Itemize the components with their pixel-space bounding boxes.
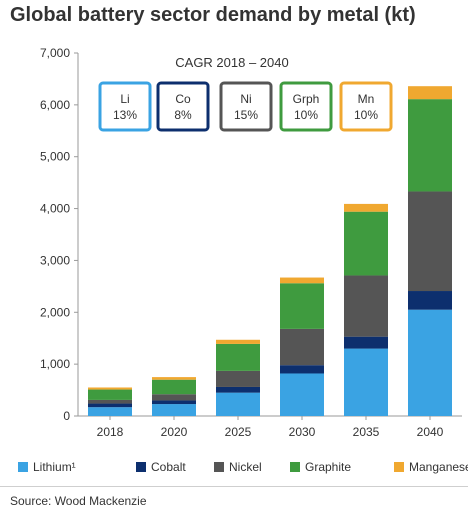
y-tick-label: 3,000 xyxy=(40,253,70,267)
bar-segment-lithium-2020 xyxy=(152,404,196,416)
y-tick-label: 2,000 xyxy=(40,305,70,319)
legend-label: Manganese xyxy=(409,460,468,474)
footer-divider xyxy=(0,486,468,487)
cagr-symbol: Grph xyxy=(293,92,320,106)
cagr-symbol: Li xyxy=(120,92,129,106)
bar-segment-cobalt-2035 xyxy=(344,336,388,349)
bar-segment-cobalt-2040 xyxy=(408,291,452,310)
bar-segment-nickel-2018 xyxy=(88,399,132,404)
bar-segment-nickel-2030 xyxy=(280,328,324,366)
bar-segment-manganese-2030 xyxy=(280,277,324,284)
y-tick-label: 7,000 xyxy=(40,46,70,60)
cagr-symbol: Ni xyxy=(240,92,251,106)
bar-segment-lithium-2035 xyxy=(344,348,388,416)
x-tick-label: 2030 xyxy=(289,425,316,439)
cagr-value: 8% xyxy=(174,108,192,122)
bar-segment-lithium-2040 xyxy=(408,309,452,416)
bar-segment-graphite-2030 xyxy=(280,283,324,329)
bar-segment-nickel-2025 xyxy=(216,370,260,387)
bar-segment-manganese-2035 xyxy=(344,203,388,212)
legend-swatch xyxy=(290,462,300,472)
legend-swatch xyxy=(394,462,404,472)
cagr-box-ni xyxy=(219,81,273,132)
bar-segment-cobalt-2025 xyxy=(216,386,260,393)
legend-swatch xyxy=(214,462,224,472)
legend-item: Graphite xyxy=(290,460,351,474)
cagr-value: 10% xyxy=(354,108,378,122)
source-note: Source: Wood Mackenzie xyxy=(10,494,147,508)
bar-segment-cobalt-2018 xyxy=(88,403,132,408)
bar-segment-manganese-2040 xyxy=(408,86,452,100)
cagr-box-mn xyxy=(339,81,393,132)
legend-label: Nickel xyxy=(229,460,262,474)
bar-segment-graphite-2018 xyxy=(88,389,132,400)
legend-swatch xyxy=(18,462,28,472)
legend-swatch xyxy=(136,462,146,472)
x-tick-label: 2040 xyxy=(417,425,444,439)
cagr-box-li xyxy=(98,81,152,132)
cagr-value: 15% xyxy=(234,108,258,122)
legend-item: Nickel xyxy=(214,460,262,474)
bar-segment-cobalt-2030 xyxy=(280,365,324,374)
bar-segment-nickel-2040 xyxy=(408,191,452,292)
x-tick-label: 2035 xyxy=(353,425,380,439)
cagr-symbol: Mn xyxy=(358,92,375,106)
y-tick-label: 6,000 xyxy=(40,98,70,112)
cagr-value: 13% xyxy=(113,108,137,122)
x-tick-label: 2018 xyxy=(97,425,124,439)
chart-title: Global battery sector demand by metal (k… xyxy=(10,4,416,26)
legend-item: Lithium¹ xyxy=(18,460,76,474)
y-tick-label: 5,000 xyxy=(40,150,70,164)
cagr-value: 10% xyxy=(294,108,318,122)
chart-legend: Lithium¹ Cobalt Nickel Graphite Manganese xyxy=(18,460,468,474)
bar-segment-graphite-2025 xyxy=(216,343,260,371)
y-tick-label: 4,000 xyxy=(40,202,70,216)
bar-segment-lithium-2018 xyxy=(88,407,132,416)
legend-label: Graphite xyxy=(305,460,352,474)
cagr-box-co xyxy=(156,81,210,132)
legend-label: Cobalt xyxy=(151,460,186,474)
stacked-bar-chart: 0 1,000 2,000 3,000 4,000 5,000 6,000 7,000 2018… xyxy=(40,46,462,439)
bar-segment-manganese-2018 xyxy=(88,387,132,390)
chart-area: 0 1,000 2,000 3,000 4,000 5,000 6,000 7,000 2018… xyxy=(0,36,468,482)
cagr-symbol: Co xyxy=(175,92,191,106)
bar-segment-nickel-2020 xyxy=(152,394,196,401)
y-tick-label: 0 xyxy=(63,409,70,423)
bar-segment-graphite-2040 xyxy=(408,99,452,192)
bar-segment-lithium-2025 xyxy=(216,392,260,416)
bar-segment-manganese-2025 xyxy=(216,339,260,344)
bar-segment-graphite-2035 xyxy=(344,211,388,276)
legend-label: Lithium¹ xyxy=(33,460,76,474)
bar-segment-cobalt-2020 xyxy=(152,400,196,405)
legend-item: Manganese xyxy=(394,460,468,474)
cagr-title: CAGR 2018 – 2040 xyxy=(175,55,288,70)
cagr-box-grph xyxy=(279,81,333,132)
bar-segment-manganese-2020 xyxy=(152,377,196,380)
y-tick-label: 1,000 xyxy=(40,357,70,371)
bar-segment-nickel-2035 xyxy=(344,275,388,337)
x-tick-label: 2020 xyxy=(161,425,188,439)
bar-segment-graphite-2020 xyxy=(152,379,196,395)
bar-segment-lithium-2030 xyxy=(280,373,324,416)
legend-item: Cobalt xyxy=(136,460,186,474)
x-tick-label: 2025 xyxy=(225,425,252,439)
